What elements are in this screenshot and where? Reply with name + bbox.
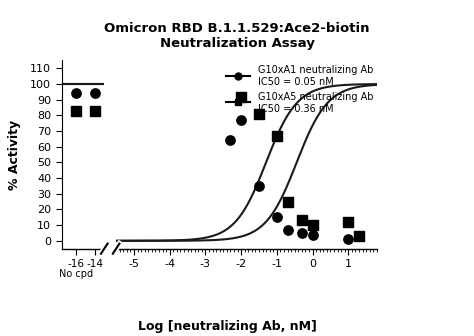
Point — [227, 138, 234, 143]
Point — [309, 232, 316, 237]
Point — [255, 183, 263, 188]
Text: Omicron RBD B.1.1.529:Ace2-biotin
Neutralization Assay: Omicron RBD B.1.1.529:Ace2-biotin Neutra… — [104, 23, 370, 50]
Text: No cpd: No cpd — [59, 269, 93, 279]
Point — [72, 91, 80, 96]
Text: Log [neutralizing Ab, nM]: Log [neutralizing Ab, nM] — [138, 320, 317, 333]
Point — [298, 218, 306, 223]
Point — [309, 222, 316, 228]
Point — [284, 227, 292, 233]
Text: % Activity: % Activity — [8, 120, 21, 190]
Point — [237, 94, 245, 99]
Point — [298, 230, 306, 236]
Point — [255, 111, 263, 117]
Point — [237, 117, 245, 123]
Point — [273, 215, 281, 220]
Legend: G10xA1 neutralizing Ab
IC50 = 0.05 nM, G10xA5 neutralizing Ab
IC50 = 0.36 nM: G10xA1 neutralizing Ab IC50 = 0.05 nM, G… — [222, 61, 377, 117]
Point — [284, 199, 292, 204]
Point — [91, 108, 99, 113]
Point — [72, 108, 80, 113]
Point — [91, 91, 99, 96]
Point — [345, 237, 352, 242]
Point — [345, 219, 352, 225]
Point — [273, 133, 281, 138]
Point — [355, 234, 363, 239]
